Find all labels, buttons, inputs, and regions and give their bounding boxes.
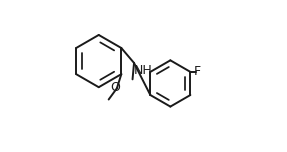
Text: F: F — [194, 65, 201, 78]
Text: O: O — [110, 81, 120, 94]
Text: NH: NH — [133, 64, 152, 77]
